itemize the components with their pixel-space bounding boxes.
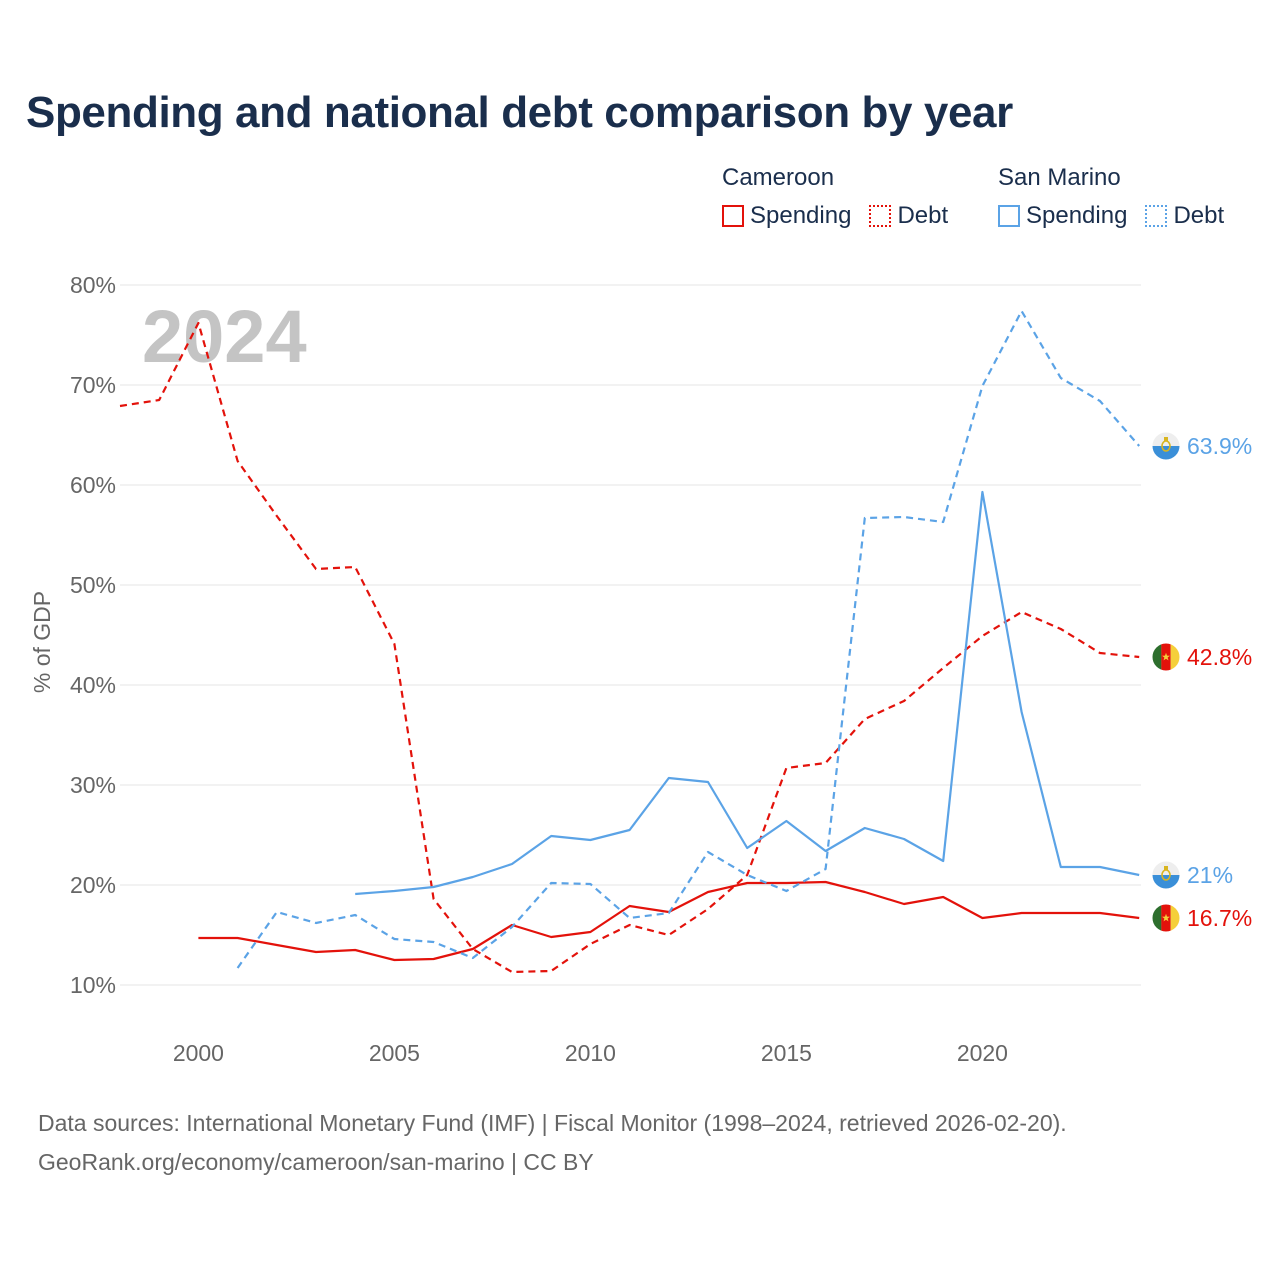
footer: Data sources: International Monetary Fun… xyxy=(38,1104,1067,1182)
chart-title: Spending and national debt comparison by… xyxy=(26,88,1013,137)
x-tick-label: 2005 xyxy=(369,1040,420,1066)
y-axis-ticks: 10% 20% 30% 40% 50% 60% 70% 80% xyxy=(70,272,116,998)
year-watermark: 2024 xyxy=(142,295,307,378)
y-axis-label: % of GDP xyxy=(29,591,55,693)
series-line-san-marino-debt[interactable] xyxy=(236,309,1141,969)
y-tick-label: 60% xyxy=(70,472,116,498)
legend-swatch-dotted xyxy=(1145,205,1168,227)
legend-cameroon-debt[interactable]: Debt xyxy=(869,202,948,230)
y-tick-label: 70% xyxy=(70,372,116,398)
series-line-san-marino-spending[interactable] xyxy=(355,490,1140,896)
flag-ring xyxy=(1151,642,1181,672)
series-lines xyxy=(119,309,1141,974)
y-tick-label: 20% xyxy=(70,872,116,898)
data-source-note: Data sources: International Monetary Fun… xyxy=(38,1110,1067,1136)
legend-label: Spending xyxy=(750,202,852,229)
end-value-label: 42.8% xyxy=(1187,644,1252,670)
x-axis-ticks: 2000 2005 2010 2015 2020 xyxy=(173,1040,1008,1066)
y-tick-label: 80% xyxy=(70,272,116,298)
x-tick-label: 2010 xyxy=(565,1040,616,1066)
legend-cameroon: Cameroon Spending Debt xyxy=(722,160,966,236)
cameroon-flag-icon xyxy=(1152,643,1180,671)
legend-san-marino-spending[interactable]: Spending xyxy=(998,202,1127,230)
legend-san-marino-debt[interactable]: Debt xyxy=(1145,202,1224,230)
san-marino-flag-icon xyxy=(1152,861,1180,889)
legend-swatch-solid xyxy=(998,205,1020,227)
flag-ring xyxy=(1151,903,1181,933)
x-tick-label: 2020 xyxy=(957,1040,1008,1066)
legend-san-marino: San Marino Spending Debt xyxy=(998,160,1242,236)
legend-group-title: Cameroon xyxy=(722,164,835,191)
end-labels: 16.7% 42.8% 21% 63.9% xyxy=(1151,431,1252,933)
x-tick-label: 2000 xyxy=(173,1040,224,1066)
san-marino-flag-icon xyxy=(1152,432,1180,460)
legend-group-title: San Marino xyxy=(998,164,1121,191)
legend-label: Debt xyxy=(1173,202,1225,229)
flag-ring xyxy=(1151,431,1181,461)
y-tick-label: 40% xyxy=(70,672,116,698)
end-value-label: 63.9% xyxy=(1187,433,1252,459)
y-tick-label: 10% xyxy=(70,972,116,998)
end-value-label: 16.7% xyxy=(1187,905,1252,931)
legend-swatch-solid xyxy=(722,205,744,227)
cameroon-flag-icon xyxy=(1152,904,1180,932)
legend-label: Spending xyxy=(1026,202,1128,229)
series-line-cameroon-debt[interactable] xyxy=(119,321,1140,974)
legend-cameroon-spending[interactable]: Spending xyxy=(722,202,851,230)
flag-ring xyxy=(1151,860,1181,890)
legend-swatch-dotted xyxy=(869,205,892,227)
legend-label: Debt xyxy=(897,202,949,229)
source-link[interactable]: GeoRank.org/economy/cameroon/san-marino … xyxy=(38,1149,594,1175)
series-line-cameroon-spending[interactable] xyxy=(198,880,1140,962)
x-tick-label: 2015 xyxy=(761,1040,812,1066)
gridlines xyxy=(120,284,1141,986)
y-tick-label: 30% xyxy=(70,772,116,798)
y-tick-label: 50% xyxy=(70,572,116,598)
end-value-label: 21% xyxy=(1187,862,1233,888)
